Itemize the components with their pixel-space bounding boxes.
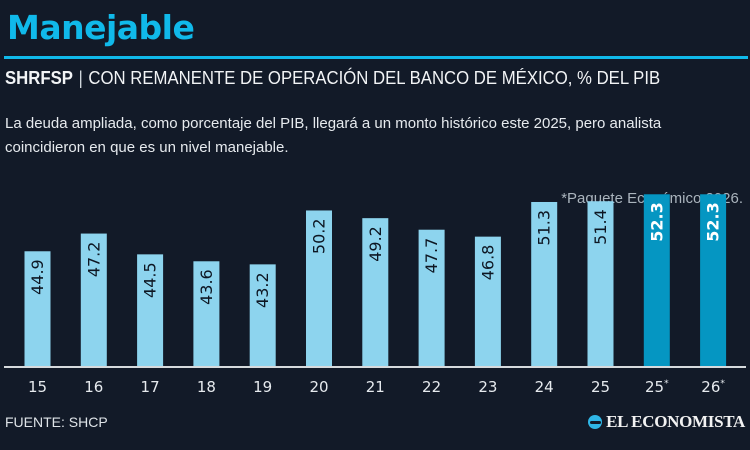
bar-value-label: 50.2 <box>310 218 329 254</box>
x-tick-label: 25 <box>591 378 610 396</box>
bar-value-label: 47.7 <box>422 238 441 274</box>
bar-25-projected <box>643 194 670 366</box>
bar-value-label: 51.4 <box>591 209 610 245</box>
x-tick-label: 15 <box>28 378 47 396</box>
source-label: FUENTE: SHCP <box>5 414 108 430</box>
chart-subtitle: SHRFSP | CON REMANENTE DE OPERACIÓN DEL BA… <box>5 68 660 89</box>
bar-16 <box>80 233 107 366</box>
bar-value-label: 52.3 <box>647 202 666 241</box>
bar-17 <box>137 254 164 366</box>
el-economista-logo-icon <box>588 415 603 429</box>
bar-value-label: 51.3 <box>535 210 554 246</box>
x-tick-label: 16 <box>84 378 103 396</box>
bar-value-label: 44.9 <box>28 259 47 295</box>
x-tick-label: 23 <box>478 378 497 396</box>
x-tick-label: 21 <box>366 378 385 396</box>
subtitle-separator: | <box>78 68 83 88</box>
bar-24 <box>531 201 558 366</box>
bar-value-label: 47.2 <box>84 242 103 278</box>
bar-20 <box>306 210 332 366</box>
x-tick-label: 26* <box>701 378 725 396</box>
x-tick-label: 24 <box>535 378 554 396</box>
bar-value-label: 46.8 <box>478 245 497 281</box>
bar-19 <box>249 264 276 366</box>
bar-value-label: 43.6 <box>197 269 216 305</box>
x-tick-label: 17 <box>141 378 160 396</box>
x-tick-label: 18 <box>197 378 216 396</box>
bar-value-label: 49.2 <box>366 226 385 262</box>
bar-18 <box>193 261 220 366</box>
subtitle-description: CON REMANENTE DE OPERACIÓN DEL BANCO DE … <box>88 68 661 88</box>
bar-value-label: 43.2 <box>253 272 272 308</box>
x-tick-label: 19 <box>253 378 272 396</box>
x-tick-label: 22 <box>422 378 441 396</box>
publisher-name: EL ECONOMISTA <box>606 412 745 431</box>
bar-23 <box>474 236 501 366</box>
x-tick-label: 25* <box>645 378 669 396</box>
title-divider <box>4 56 748 59</box>
publisher-logo: EL ECONOMISTA <box>588 412 745 432</box>
bar-21 <box>362 218 389 366</box>
bar-26-projected <box>700 194 727 366</box>
subtitle-series-name: SHRFSP <box>5 68 73 88</box>
bar-22 <box>418 229 445 366</box>
bar-25 <box>587 201 614 366</box>
bar-15 <box>24 251 51 366</box>
chart-description: La deuda ampliada, como porcentaje del P… <box>5 115 662 156</box>
bar-value-label: 44.5 <box>141 262 160 298</box>
x-tick-label: 20 <box>309 378 328 396</box>
chart-title: Manejable <box>7 8 195 47</box>
bar-value-label: 52.3 <box>704 202 723 241</box>
